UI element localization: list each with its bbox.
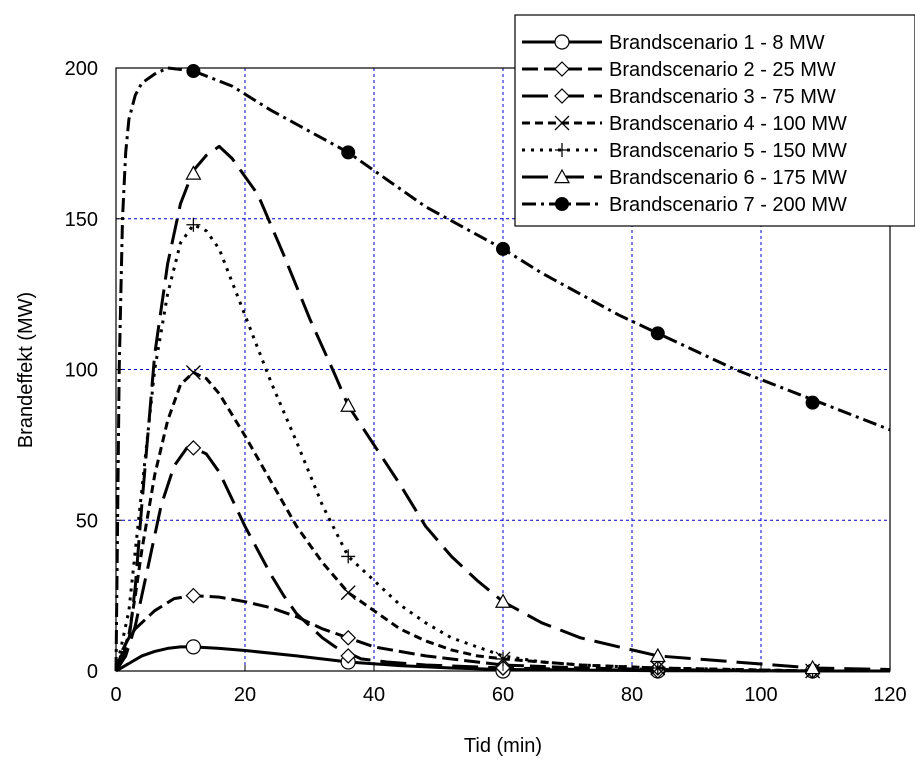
series-7-point <box>186 64 201 79</box>
series-6-point <box>185 165 202 180</box>
x-tick-label: 40 <box>363 684 385 706</box>
series-2-point <box>340 629 357 646</box>
series-6-point <box>804 659 821 675</box>
series-6 <box>114 144 891 675</box>
legend-entry: Brandscenario 3 - 75 MW <box>522 86 836 108</box>
series-6-line <box>114 144 891 672</box>
series-7-point <box>650 326 665 341</box>
series-2-point <box>185 587 202 604</box>
series-6-point <box>340 397 357 412</box>
legend-label: Brandscenario 7 - 200 MW <box>609 194 847 216</box>
series-legend-2-point <box>554 61 570 77</box>
legend-label: Brandscenario 1 - 8 MW <box>609 32 825 54</box>
series-4-line <box>114 371 890 673</box>
x-tick-label: 60 <box>492 684 514 706</box>
series-7 <box>114 64 891 672</box>
series-layer <box>114 64 891 679</box>
legend-entry: Brandscenario 4 - 100 MW <box>522 113 847 135</box>
y-tick-label: 100 <box>65 360 98 382</box>
y-tick-label: 150 <box>65 209 98 231</box>
series-legend-3-point <box>554 88 570 104</box>
legend-label: Brandscenario 6 - 175 MW <box>609 167 847 189</box>
series-5-point <box>496 651 510 666</box>
series-7-point <box>496 241 510 256</box>
series-6-point <box>649 647 666 663</box>
x-tick-label: 80 <box>621 684 643 706</box>
legend-label: Brandscenario 4 - 100 MW <box>609 113 847 135</box>
legend-label: Brandscenario 2 - 25 MW <box>609 59 836 81</box>
series-5-point <box>186 217 201 232</box>
tick-labels: 0 20 40 60 80 100 120 0 50 100 150 200 <box>65 58 907 706</box>
legend-entry: Brandscenario 1 - 8 MW <box>522 32 825 54</box>
x-tick-label: 0 <box>110 684 121 706</box>
x-tick-label: 20 <box>234 684 256 706</box>
series-7-point <box>341 145 356 160</box>
series-legend-5-point <box>555 143 569 157</box>
y-tick-label: 50 <box>76 510 98 532</box>
legend-entry: Brandscenario 2 - 25 MW <box>522 59 836 81</box>
series-7-line <box>114 66 891 672</box>
legend-box <box>514 14 915 227</box>
legend-entry: Brandscenario 5 - 150 MW <box>522 140 847 162</box>
legend: Brandscenario 1 - 8 MW Brandscenario 2 - … <box>514 14 915 227</box>
legend-entry: Brandscenario 6 - 175 MW <box>522 167 847 189</box>
series-legend-1-point <box>554 34 570 50</box>
x-tick-label: 100 <box>744 684 777 706</box>
series-3-point <box>340 648 357 664</box>
y-tick-label: 200 <box>65 58 98 80</box>
series-3-point <box>185 440 202 456</box>
legend-label: Brandscenario 3 - 75 MW <box>609 86 836 108</box>
series-4-point <box>185 365 201 380</box>
legend-label: Brandscenario 5 - 150 MW <box>609 140 847 162</box>
series-7-point <box>805 395 820 410</box>
series-4-point <box>340 585 356 601</box>
x-axis-title: Tid (min) <box>464 735 542 757</box>
series-5-line <box>114 223 890 673</box>
series-3-line <box>114 446 890 673</box>
grid-lines <box>116 68 890 671</box>
x-tick-label: 120 <box>873 684 906 706</box>
series-legend-6-point <box>553 168 571 184</box>
series-5-point <box>341 549 356 564</box>
y-tick-label: 0 <box>87 661 98 683</box>
legend-entry: Brandscenario 7 - 200 MW <box>522 194 847 216</box>
series-legend-4-point <box>554 115 570 131</box>
series-5-point <box>650 660 665 675</box>
y-axis-title: Brandeffekt (MW) <box>15 292 37 448</box>
series-legend-7-point <box>555 197 569 211</box>
series-1-point <box>185 639 201 655</box>
series-6-point <box>494 593 512 608</box>
